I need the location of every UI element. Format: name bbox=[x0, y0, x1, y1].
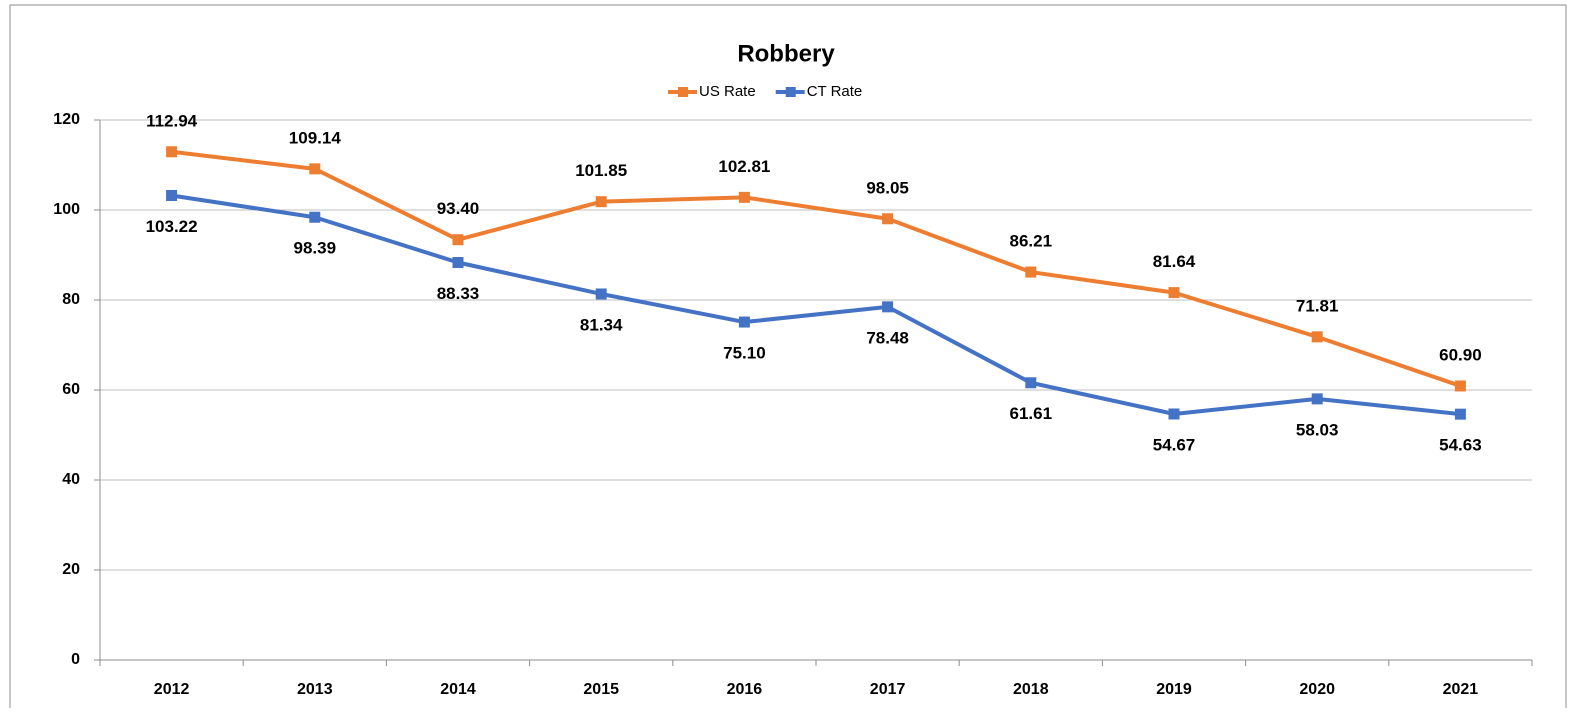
data-label: 102.81 bbox=[718, 157, 770, 176]
data-label: 98.05 bbox=[866, 178, 909, 197]
y-tick-label: 40 bbox=[62, 471, 80, 488]
data-label: 78.48 bbox=[866, 328, 909, 347]
x-tick-label: 2015 bbox=[583, 681, 619, 698]
x-tick-label: 2019 bbox=[1156, 681, 1192, 698]
data-label: 81.64 bbox=[1153, 252, 1196, 271]
point-marker bbox=[738, 191, 750, 203]
point-marker bbox=[1168, 408, 1180, 420]
point-marker bbox=[1454, 408, 1466, 420]
x-tick-label: 2013 bbox=[297, 681, 333, 698]
y-tick-label: 80 bbox=[62, 291, 80, 308]
point-marker bbox=[595, 196, 607, 208]
legend-marker bbox=[678, 87, 688, 97]
data-label: 101.85 bbox=[575, 161, 627, 180]
chart-frame bbox=[9, 4, 1567, 713]
data-label: 54.63 bbox=[1439, 436, 1482, 455]
x-tick-label: 2017 bbox=[870, 681, 906, 698]
point-marker bbox=[1025, 266, 1037, 278]
point-marker bbox=[166, 190, 178, 202]
point-marker bbox=[1311, 393, 1323, 405]
data-label: 60.90 bbox=[1439, 345, 1482, 364]
y-tick-label: 0 bbox=[71, 651, 80, 668]
point-marker bbox=[166, 146, 178, 158]
legend-label: US Rate bbox=[699, 83, 756, 100]
x-tick-label: 2012 bbox=[154, 681, 190, 698]
data-label: 109.14 bbox=[289, 128, 342, 147]
data-label: 54.67 bbox=[1153, 435, 1196, 454]
x-tick-label: 2016 bbox=[727, 681, 763, 698]
data-label: 58.03 bbox=[1296, 420, 1339, 439]
y-tick-label: 20 bbox=[62, 561, 80, 578]
point-marker bbox=[1025, 377, 1037, 389]
point-marker bbox=[309, 211, 321, 223]
data-label: 93.40 bbox=[437, 199, 480, 218]
data-label: 88.33 bbox=[437, 284, 480, 303]
x-tick-label: 2021 bbox=[1443, 681, 1479, 698]
data-label: 71.81 bbox=[1296, 296, 1339, 315]
y-tick-label: 120 bbox=[53, 111, 80, 128]
point-marker bbox=[1454, 380, 1466, 392]
point-marker bbox=[452, 234, 464, 246]
data-label: 61.61 bbox=[1010, 404, 1053, 423]
y-tick-label: 100 bbox=[53, 201, 80, 218]
point-marker bbox=[452, 257, 464, 269]
point-marker bbox=[882, 301, 894, 313]
point-marker bbox=[882, 213, 894, 225]
point-marker bbox=[1168, 287, 1180, 299]
legend-label: CT Rate bbox=[807, 83, 863, 100]
x-tick-label: 2020 bbox=[1299, 681, 1335, 698]
data-label: 103.22 bbox=[146, 217, 198, 236]
data-label: 81.34 bbox=[580, 315, 623, 334]
series-line bbox=[171, 193, 1461, 417]
chart-title: Robbery bbox=[737, 40, 835, 67]
x-tick-label: 2014 bbox=[440, 681, 476, 698]
legend-marker bbox=[785, 87, 796, 97]
point-marker bbox=[738, 316, 750, 328]
data-label: 98.39 bbox=[294, 239, 337, 258]
point-marker bbox=[595, 288, 607, 300]
series-line bbox=[171, 149, 1462, 388]
data-label: 75.10 bbox=[723, 344, 766, 363]
point-marker bbox=[1311, 331, 1323, 343]
point-marker bbox=[309, 163, 321, 175]
x-tick-label: 2018 bbox=[1013, 681, 1049, 698]
data-label: 112.94 bbox=[146, 111, 198, 130]
y-tick-label: 60 bbox=[62, 381, 80, 398]
data-label: 86.21 bbox=[1010, 232, 1053, 251]
